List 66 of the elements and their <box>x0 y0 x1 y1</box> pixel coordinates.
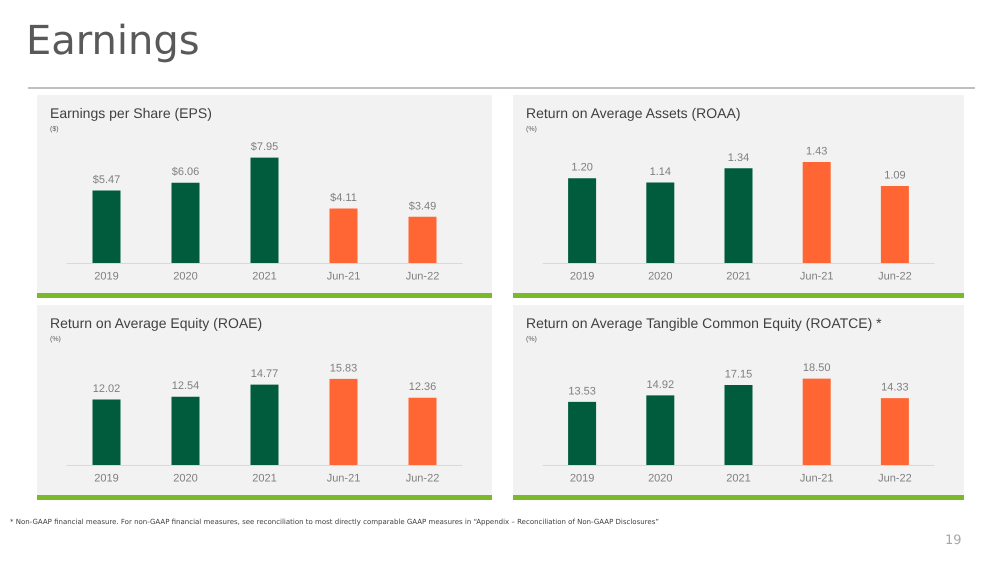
chart-title: Earnings per Share (EPS) <box>50 105 212 121</box>
bar <box>646 182 674 263</box>
x-tick-label: 2020 <box>648 472 673 484</box>
bar <box>724 168 752 263</box>
x-tick-label: Jun-22 <box>878 472 912 484</box>
bar <box>568 178 596 263</box>
bar <box>408 398 436 465</box>
bar <box>172 396 200 465</box>
data-label: 15.83 <box>330 362 358 374</box>
x-tick-label: 2020 <box>648 270 673 282</box>
data-label: $4.11 <box>330 192 357 204</box>
x-tick-label: Jun-21 <box>800 270 834 282</box>
data-label: 1.34 <box>728 152 750 164</box>
text: Earnings <box>26 18 200 64</box>
x-tick-label: 2019 <box>94 270 119 282</box>
bar <box>92 400 120 465</box>
data-label: $7.95 <box>250 141 278 154</box>
x-tick-label: 2019 <box>570 472 594 484</box>
data-label: 1.14 <box>650 166 672 178</box>
data-label: 12.54 <box>172 380 200 392</box>
data-label: 13.53 <box>568 385 596 398</box>
x-tick-label: Jun-22 <box>878 270 912 282</box>
bar <box>250 384 278 465</box>
x-tick-label: 2019 <box>570 270 594 282</box>
bar <box>250 158 278 263</box>
data-label: 1.09 <box>884 169 906 182</box>
chart-title: Return on Average Tangible Common Equity (ROATCE) * <box>526 315 882 331</box>
x-tick-label: 2020 <box>173 472 198 484</box>
x-tick-label: 2019 <box>94 472 119 484</box>
x-tick-label: 2020 <box>173 270 198 282</box>
x-tick-label: Jun-21 <box>326 270 360 282</box>
bar <box>330 378 358 465</box>
bar <box>408 216 436 263</box>
data-label: $3.49 <box>408 200 436 212</box>
x-tick-label: Jun-21 <box>326 472 360 484</box>
data-label: 14.33 <box>881 382 909 394</box>
x-tick-label: 2021 <box>252 270 277 282</box>
bar <box>568 402 596 465</box>
chart-title: Return on Average Equity (ROAE) <box>50 315 262 331</box>
data-label: 14.92 <box>646 378 674 391</box>
x-tick-label: Jun-21 <box>800 472 834 484</box>
bar <box>880 186 909 263</box>
data-label: 1.20 <box>571 162 593 174</box>
chart-title: Return on Average Assets (ROAA) <box>526 105 741 121</box>
bar <box>92 190 120 263</box>
bar <box>880 398 909 465</box>
bar <box>724 384 752 465</box>
x-tick-label: Jun-22 <box>406 472 440 484</box>
bar <box>330 208 358 263</box>
bar <box>802 378 831 465</box>
data-label: 1.43 <box>806 145 828 158</box>
bar <box>646 395 674 465</box>
data-label: $5.47 <box>92 174 120 186</box>
x-tick-label: 2021 <box>726 270 751 282</box>
data-label: 18.50 <box>802 362 830 374</box>
data-label: 12.36 <box>408 381 436 394</box>
x-tick-label: 2021 <box>726 472 751 484</box>
data-label: 12.02 <box>92 383 120 396</box>
data-label: $6.06 <box>172 166 200 178</box>
data-label: 17.15 <box>724 368 752 380</box>
x-tick-label: 2021 <box>252 472 277 484</box>
text: 19 <box>945 533 962 548</box>
bar <box>172 182 200 263</box>
bar <box>802 162 831 263</box>
x-tick-label: Jun-22 <box>406 270 440 282</box>
data-label: 14.77 <box>250 368 278 380</box>
